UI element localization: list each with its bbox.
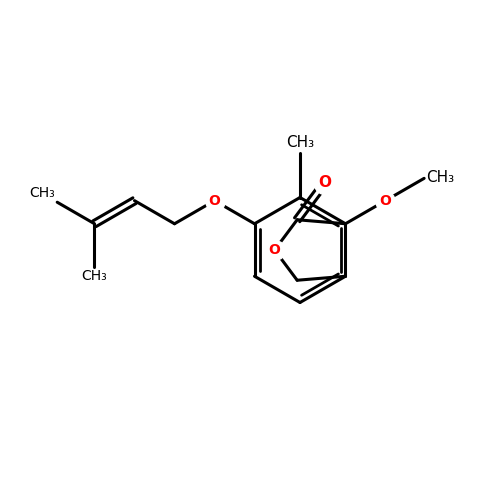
Text: CH₃: CH₃ [286,136,314,150]
Text: CH₃: CH₃ [29,186,54,200]
Text: O: O [208,194,220,207]
Text: CH₃: CH₃ [82,270,108,283]
Text: CH₃: CH₃ [426,170,454,185]
Text: O: O [380,194,392,207]
Text: O: O [318,175,332,190]
Text: O: O [268,243,280,257]
